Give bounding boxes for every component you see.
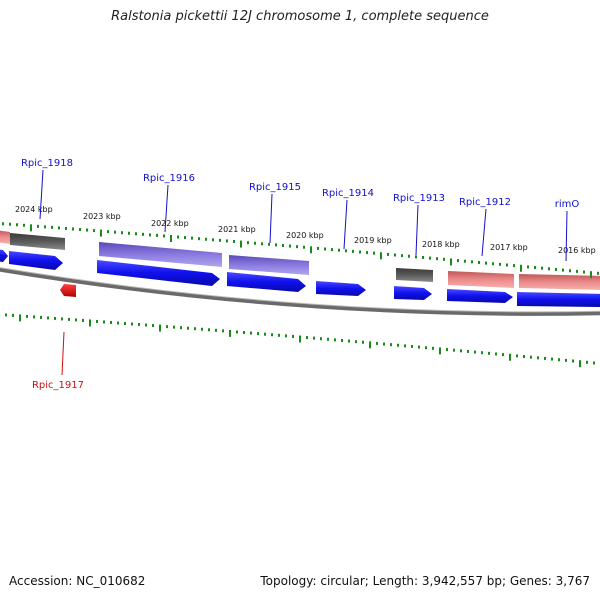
accession-text: Accession: NC_010682 [9,574,146,588]
gene-bar-track [0,230,600,290]
cds-forward-track [0,249,600,307]
topology-summary: Topology: circular; Length: 3,942,557 bp… [260,574,590,588]
cds-arrow-rimo[interactable] [517,292,600,307]
cds-arrow-rpic-1917[interactable] [60,284,76,297]
gene-label-leader [61,331,65,376]
chromosome-backbone-highlight [0,267,600,313]
kbp-label: 2023 kbp [83,212,121,221]
kbp-label: 2017 kbp [490,243,528,252]
kbp-label: 2022 kbp [151,219,189,228]
cds-arrow-rpic-1914[interactable] [316,281,366,296]
cds-arrow-rpic-1918[interactable] [9,251,63,270]
gene-label[interactable]: Rpic_1918 [21,158,73,169]
gene-bar-rpic-1912[interactable] [448,271,514,288]
gene-label[interactable]: Rpic_1913 [393,193,445,204]
gene-label-leader [39,169,44,220]
kbp-label: 2016 kbp [558,246,596,255]
gene-label-leader [415,204,419,256]
kbp-label: 2024 kbp [15,205,53,214]
cds-arrow-rpic-1916[interactable] [97,260,220,286]
chromosome-backbone [0,267,600,316]
gene-label[interactable]: Rpic_1916 [143,173,195,184]
gene-label[interactable]: Rpic_1912 [459,197,511,208]
kbp-label: 2020 kbp [286,231,324,240]
gene-bar-pink-left[interactable] [0,230,10,244]
gene-label[interactable]: Rpic_1915 [249,182,301,193]
gene-label-leader [481,208,487,257]
gene-bar-rpic-1918[interactable] [10,233,65,250]
cds-arrow-rpic-1913[interactable] [394,286,432,300]
gene-label-leader [269,193,273,244]
gene-label-leader [164,184,169,233]
kbp-label: 2018 kbp [422,240,460,249]
gene-label-leader [343,199,348,250]
gene-label-leader [565,210,568,262]
gene-label[interactable]: Rpic_1914 [322,188,374,199]
cds-arrow-left-edge[interactable] [0,249,8,262]
gene-label[interactable]: rimO [555,199,580,210]
cds-arrow-rpic-1912[interactable] [447,289,513,303]
map-title: Ralstonia pickettii 12J chromosome 1, co… [111,9,489,24]
gene-bar-rpic-1915[interactable] [229,255,309,275]
gene-bar-rpic-1913[interactable] [396,268,433,282]
kbp-ticks-upper [2,222,599,279]
kbp-scale-labels: 2024 kbp 2023 kbp 2022 kbp 2021 kbp 2020 kbp… [15,205,596,255]
kbp-label: 2021 kbp [218,225,256,234]
kbp-ticks-lower [5,313,595,368]
gene-bar-rpic-1916[interactable] [99,242,222,267]
gene-bar-rimo[interactable] [519,274,600,290]
gene-labels: Rpic_1918 Rpic_1916 Rpic_1915 Rpic_1914 Rpic… [21,158,579,391]
gene-label[interactable]: Rpic_1917 [32,380,84,391]
kbp-label: 2019 kbp [354,236,392,245]
cds-arrow-rpic-1915[interactable] [227,272,306,292]
